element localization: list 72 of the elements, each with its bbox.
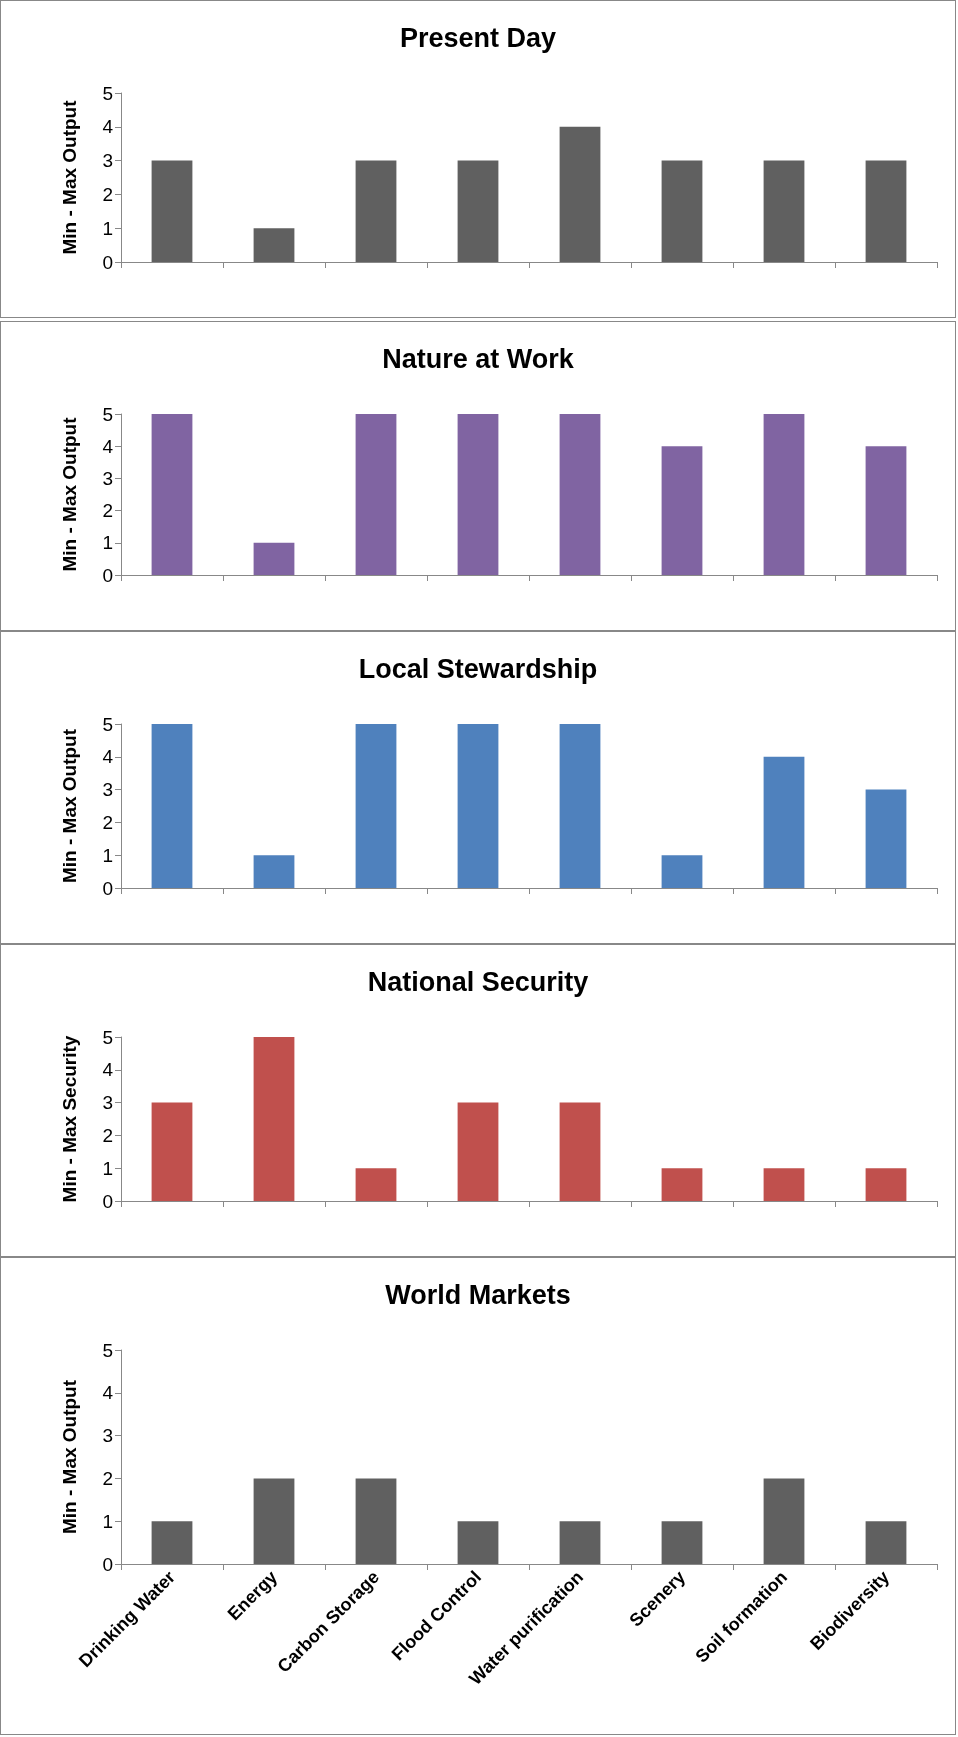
y-tick-label: 1 <box>102 844 113 866</box>
y-tick-label: 4 <box>102 116 114 138</box>
y-tick-label: 5 <box>102 403 113 425</box>
y-tick-label: 4 <box>102 746 114 768</box>
chart-title: Nature at Work <box>382 343 575 374</box>
bar <box>763 756 805 888</box>
bar <box>355 160 397 262</box>
bar <box>457 160 499 262</box>
bar <box>457 1102 499 1201</box>
bar <box>355 1168 397 1201</box>
bar <box>151 414 193 575</box>
y-tick-label: 2 <box>102 811 113 833</box>
bar <box>253 1037 295 1201</box>
y-tick-label: 3 <box>102 467 113 489</box>
bar <box>457 414 499 575</box>
bar <box>457 724 499 888</box>
bar <box>355 414 397 575</box>
y-tick-label: 1 <box>102 1157 113 1179</box>
y-axis-title: Min - Max Output <box>59 1379 80 1535</box>
y-tick-label: 4 <box>102 435 114 457</box>
bar <box>151 1102 193 1201</box>
bar <box>865 789 907 888</box>
bar <box>763 1168 805 1201</box>
bar <box>661 160 703 262</box>
bar <box>559 126 601 262</box>
y-tick-label: 1 <box>102 217 113 239</box>
y-axis-title: Min - Max Output <box>59 416 80 572</box>
y-tick-label: 1 <box>102 1510 113 1532</box>
y-tick-label: 3 <box>102 1092 113 1114</box>
bar <box>661 1168 703 1201</box>
bar <box>763 160 805 262</box>
bar <box>253 855 295 888</box>
y-axis-title: Min - Max Output <box>59 728 80 884</box>
y-tick-label: 5 <box>102 82 113 104</box>
chart-title: World Markets <box>385 1279 571 1310</box>
y-tick-label: 5 <box>102 713 113 735</box>
chart-title: Local Stewardship <box>358 653 598 684</box>
bar <box>559 1102 601 1201</box>
y-tick-label: 4 <box>102 1382 114 1404</box>
y-tick-label: 5 <box>102 1026 113 1048</box>
bar <box>661 855 703 888</box>
y-tick-label: 0 <box>102 564 113 586</box>
y-tick-label: 2 <box>102 1124 113 1146</box>
y-tick-label: 3 <box>102 1425 113 1447</box>
y-tick-label: 0 <box>102 1553 113 1575</box>
chart-title: National Security <box>367 966 589 997</box>
bar <box>253 228 295 262</box>
y-tick-label: 2 <box>102 183 113 205</box>
y-tick-label: 0 <box>102 877 113 899</box>
bar <box>253 542 295 575</box>
y-axis-title: Min - Max Security <box>59 1035 80 1203</box>
bar <box>661 446 703 575</box>
bar <box>763 414 805 575</box>
y-tick-label: 3 <box>102 779 113 801</box>
y-tick-label: 5 <box>102 1339 113 1361</box>
chart-title: Present Day <box>399 22 557 53</box>
bar <box>559 724 601 888</box>
y-axis-title: Min - Max Output <box>59 99 80 255</box>
bar <box>865 1168 907 1201</box>
bar <box>151 160 193 262</box>
y-tick-label: 4 <box>102 1059 114 1081</box>
y-tick-label: 1 <box>102 532 113 554</box>
bar <box>151 724 193 888</box>
y-tick-label: 3 <box>102 150 113 172</box>
y-tick-label: 0 <box>102 1190 113 1212</box>
y-tick-label: 0 <box>102 251 113 273</box>
bar <box>865 446 907 575</box>
y-tick-label: 2 <box>102 1467 113 1489</box>
y-tick-label: 2 <box>102 500 113 522</box>
bar <box>355 724 397 888</box>
bar <box>865 160 907 262</box>
bar <box>559 414 601 575</box>
